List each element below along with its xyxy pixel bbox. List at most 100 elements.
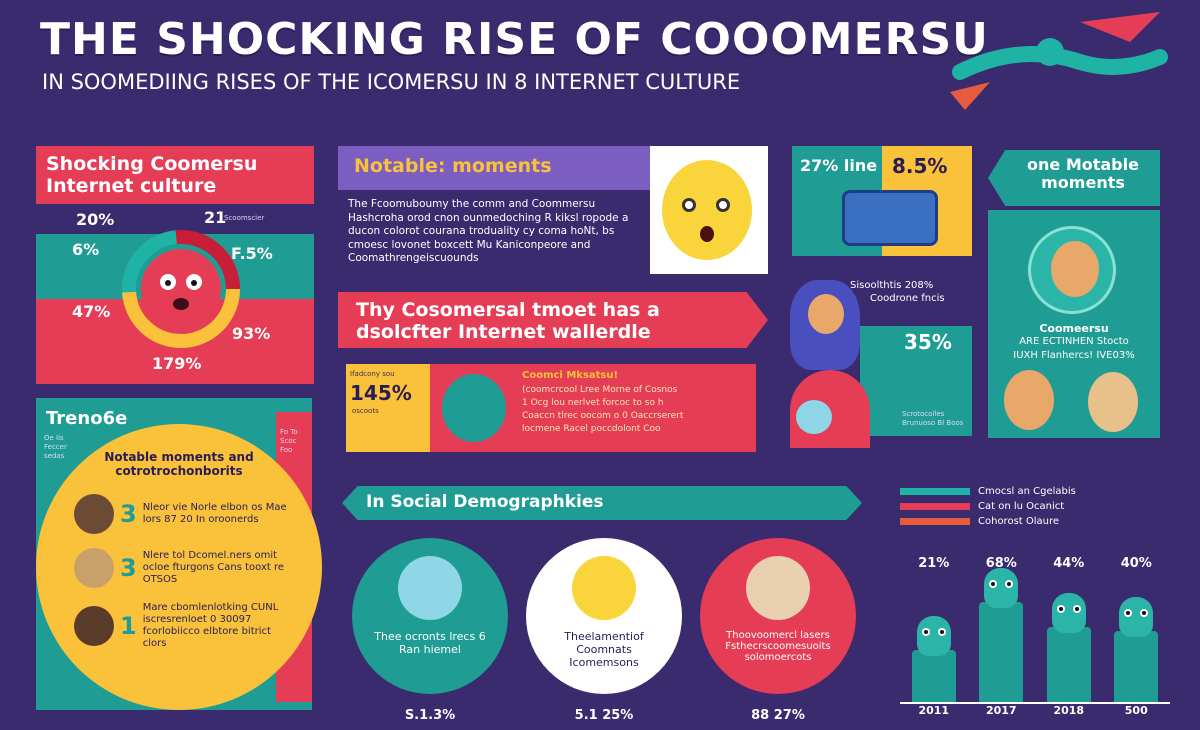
social-demographics-banner: In Social Demographkies <box>342 486 862 520</box>
stat-card-title: Coomci Mksatsu! <box>522 370 619 381</box>
item-number: 3 <box>120 554 137 582</box>
item-text: Nlere tol Dcomel.ners omit ocloe fturgon… <box>142 550 285 585</box>
flying-character-icon <box>950 12 1168 110</box>
legend-label: Cmocsl an Cgelabis <box>978 486 1076 497</box>
legend-item: Cohorost Olaure <box>900 516 1170 527</box>
avatar <box>74 494 114 534</box>
legend-label: Cat on lu Ocanict <box>978 501 1065 512</box>
stat-value: 21 <box>204 208 227 227</box>
person-right <box>1088 372 1138 432</box>
bar-mascot-icon <box>916 616 951 657</box>
stat-card-line: 1 Ocg lou nerlvet forcoc to so h <box>522 398 664 408</box>
stat-value: 179% <box>152 354 202 373</box>
bar <box>1046 626 1091 702</box>
list-item: 1 Mare cbomlenlotking CUNL iscresrenloet… <box>74 602 294 650</box>
side-note-right: Fo To Scoc Foo <box>280 428 298 454</box>
mascot-icon <box>442 374 506 442</box>
page-subtitle: IN SOOMEDIING RISES OF THE ICOMERSU IN 8… <box>42 70 741 94</box>
person-illustration <box>790 280 860 370</box>
stat-value: 20% <box>76 210 115 229</box>
bar <box>979 602 1024 702</box>
caption-text-2: Coodrone fncis <box>870 293 945 304</box>
bar-chart: 21% 2011 68% 2017 44% 2018 40% 500 <box>900 550 1170 720</box>
bar-category-label: 500 <box>1124 704 1148 717</box>
stat-value: F.5% <box>231 244 273 263</box>
item-number: 1 <box>120 612 137 640</box>
bar-axis <box>900 702 1170 704</box>
social-cards: Thee ocronts lrecs 6 Ran hiemel S.1.3% T… <box>352 538 858 728</box>
profile-name: Coomeersu <box>1039 322 1109 335</box>
avatar <box>572 556 636 620</box>
stat-card-value: 145% <box>350 381 412 405</box>
legend-item: Cat on lu Ocanict <box>900 501 1170 512</box>
bar-category-label: 2011 <box>918 704 950 717</box>
luggage-right-value: 8.5% <box>892 154 948 178</box>
bar-value-label: 44% <box>1053 556 1085 571</box>
legend-item: Cmocsl an Cgelabis <box>900 486 1170 497</box>
profile-panel: Coomeersu ARE ECTINHEN Stocto IUXH Flanh… <box>988 210 1160 438</box>
avatar <box>1028 226 1116 314</box>
character-illustration <box>650 146 768 274</box>
bar-category-label: 2018 <box>1053 704 1085 717</box>
page-title: THE SHOCKING RISE OF COOOMERSU <box>40 14 989 65</box>
bar-value-label: 68% <box>985 556 1017 571</box>
cloak-illustration <box>790 370 870 448</box>
trends-circle-title: Notable moments and cotrotrochonborits <box>104 450 254 478</box>
highlight-banner-text: Thy Cosomersal tmoet has a dsolcfter Int… <box>356 299 660 343</box>
social-value: 5.1 25% <box>574 708 634 723</box>
list-item: 3 Nleor vie Norle elbon os Mae lors 87 2… <box>74 494 294 534</box>
stat-card: Ifadcony sou 145% oscoots Coomci Mksatsu… <box>346 364 756 452</box>
stat-value: 47% <box>72 302 111 321</box>
social-card: Thee ocronts lrecs 6 Ran hiemel <box>352 538 508 694</box>
luggage-icon <box>842 190 938 246</box>
notable-body: The Fcoomuboumy the comm and Coommersu H… <box>348 198 629 264</box>
person-left <box>1004 370 1054 430</box>
stat-card-label: Ifadcony sou <box>350 370 395 378</box>
bar-legend: Cmocsl an Cgelabis Cat on lu Ocanict Coh… <box>900 486 1170 527</box>
avatar <box>398 556 462 620</box>
notable-heading: Notable: moments <box>354 155 552 177</box>
stat-35-panel: 35% <box>860 326 972 436</box>
stat-35-value: 35% <box>904 330 952 354</box>
bar-category-label: 2017 <box>985 704 1017 717</box>
highlight-banner: Thy Cosomersal tmoet has a dsolcfter Int… <box>338 292 768 348</box>
notes-text: Scrotocolles Brunuoso Bl Boos <box>902 410 964 427</box>
bar-mascot-icon <box>1119 596 1154 637</box>
social-card: Theelamentiof Coomnats Icomemsons <box>526 538 682 694</box>
caption-text: Sisoolthtis 208% <box>850 280 934 291</box>
item-number: 3 <box>120 500 137 528</box>
stat-card-line: locmene Racel poccdolont Coo <box>522 424 661 434</box>
stat-card-lines: (coomcrcool Lree Morne of Cosnos 1 Ocg l… <box>522 384 683 436</box>
stat-value: 6% <box>72 240 100 259</box>
stat-card-sub: oscoots <box>352 407 379 415</box>
social-value: S.1.3% <box>404 708 456 723</box>
trends-circle: Notable moments and cotrotrochonborits 3… <box>36 424 322 710</box>
stat-value: 93% <box>232 324 271 343</box>
luggage-stat-panel: 27% line 8.5% <box>792 146 972 256</box>
bar <box>1114 630 1159 702</box>
stat-card-line: (coomcrcool Lree Morne of Cosnos <box>522 385 678 395</box>
character-face <box>662 160 752 260</box>
stat-card-line: Coaccn tlrec oocom o 0 Oaccrserert <box>522 411 684 421</box>
social-value: 88 27% <box>751 708 805 723</box>
bar-mascot-icon <box>984 568 1019 608</box>
social-caption: Thee ocronts lrecs 6 Ran hiemel <box>374 630 486 656</box>
avatar <box>74 606 114 646</box>
trends-heading: Treno6e <box>46 408 128 429</box>
stat-card-value-box: Ifadcony sou 145% oscoots <box>346 364 430 452</box>
bar-value-label: 21% <box>918 556 950 571</box>
social-card: Thoovoomercl lasers Fsthecrscoomesuoits … <box>700 538 856 694</box>
avatar <box>746 556 810 620</box>
avatar <box>74 548 114 588</box>
bar-mascot-icon <box>1051 592 1086 633</box>
coomersu-culture-header: Shocking Coomersu Internet culture <box>36 146 314 204</box>
profile-line: IUXH Flanhercs! IVE03% <box>1013 350 1135 361</box>
bar <box>911 650 956 702</box>
social-caption: Thoovoomercl lasers Fsthecrscoomesuoits … <box>725 630 831 663</box>
profile-line: ARE ECTINHEN Stocto <box>1019 336 1129 347</box>
notable-moments-tag-text: one Motable moments <box>1027 155 1139 193</box>
stat-note: Scoomscier <box>224 214 265 222</box>
notable-moments-tag: one Motable moments <box>988 150 1160 206</box>
item-text: Mare cbomlenlotking CUNL iscresrenloet 0… <box>142 602 279 649</box>
legend-label: Cohorost Olaure <box>978 516 1060 527</box>
